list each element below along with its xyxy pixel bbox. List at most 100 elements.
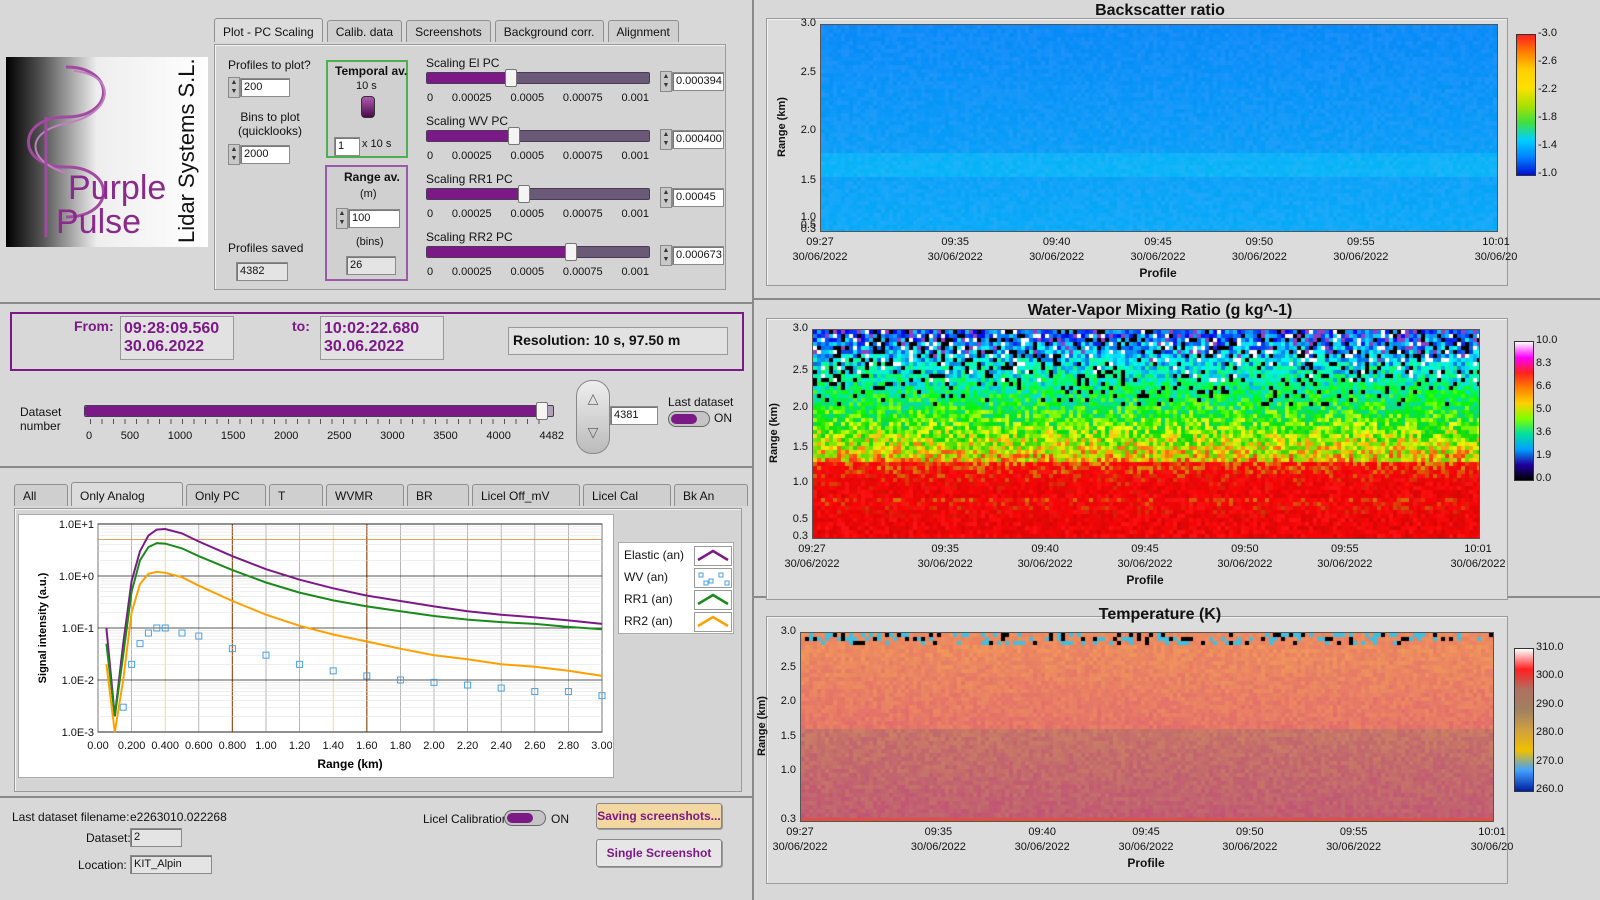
heatmap-y-tick-label: 1.5 [792,440,808,453]
scaling-slider-knob[interactable] [508,127,520,145]
heatmap-image [812,329,1480,539]
tab-only-analog[interactable]: Only Analog [71,482,183,506]
scaling-value-input[interactable]: 0.000673 [672,246,724,265]
tab-plot-pc-scaling[interactable]: Plot - PC Scaling [214,18,323,42]
logo-brand-line1: Purple [68,169,167,207]
x-tick-label: 0.600 [185,740,213,752]
profiles-to-plot-spinner[interactable]: ▲ ▼ [228,77,240,98]
temporal-av-count-input[interactable]: 1 [334,137,360,156]
heatmap-x-tick-time: 09:27 [798,543,826,555]
scaling-ticks: 0 0.00025 0.0005 0.00075 0.001 [427,92,649,104]
licel-calibration-label: Licel Calibration [423,812,509,826]
tab-screenshots[interactable]: Screenshots [406,20,491,42]
saving-screenshots-button[interactable]: Saving screenshots... [596,803,722,829]
scaling-spinner[interactable]: ▲ ▼ [660,71,672,92]
range-av-m-input[interactable]: 100 [348,209,400,228]
heatmap-x-tick-time: 09:50 [1231,543,1259,555]
series-line-0 [105,527,603,717]
scaling-value-input[interactable]: 0.00045 [672,188,724,207]
last-dataset-state: ON [714,411,732,425]
dataset-tick-label: 0 [86,430,93,442]
heatmap-x-tick-time: 09:45 [1144,236,1172,248]
heatmap-x-tick-date: 30/06/2022 [1333,251,1389,263]
tab-alignment[interactable]: Alignment [607,20,679,42]
dataset-number-input[interactable]: 4381 [610,406,658,425]
heatmap-colorbar-tick-label: -3.0 [1538,27,1557,39]
profiles-to-plot-label: Profiles to plot? [228,58,311,72]
heatmap-x-tick-date: 30/06/2022 [1118,841,1174,853]
dataset-tick-label: 1000 [167,430,193,442]
legend-label: WV (an) [624,570,669,584]
bins-to-plot-label: Bins to plot (quicklooks) [238,110,303,138]
wv-data-point [296,660,304,668]
wv-data-point [531,688,539,696]
heatmap-x-tick-date: 30/06/2022 [1130,251,1186,263]
scaling-slider-knob[interactable] [565,243,577,261]
tab-wvmr[interactable]: WVMR [326,484,404,506]
heatmap-x-tick-date: 30/06/2022 [772,841,828,853]
scaling-slider-knob[interactable] [518,185,530,203]
heatmap-image [800,632,1494,822]
y-tick-label: 1.0E-2 [62,675,94,687]
heatmap-title: Backscatter ratio [1095,2,1225,19]
temporal-av-knob-icon[interactable] [361,96,375,118]
scaling-value-input[interactable]: 0.000394 [672,72,724,91]
heatmap-x-tick-time: 09:40 [1028,826,1056,838]
scaling-spinner[interactable]: ▲ ▼ [660,245,672,266]
tab-bk-an[interactable]: Bk An [674,484,748,506]
location-value: KIT_Alpin [130,855,212,874]
heatmap-x-tick-time: 09:45 [1131,543,1159,555]
licel-calibration-toggle[interactable] [504,810,546,826]
tab-background-corr[interactable]: Background corr. [494,20,604,42]
scaling-slider-knob[interactable] [505,69,517,87]
tab-br[interactable]: BR [407,484,469,506]
heatmap-colorbar-tick-label: 0.0 [1536,472,1552,484]
heatmap-x-tick-time: 09:40 [1042,236,1071,248]
heatmap-x-axis-label: Profile [1139,266,1177,280]
scaling-spinner[interactable]: ▲ ▼ [660,129,672,150]
scaling-value-input[interactable]: 0.000400 [672,130,724,149]
x-axis-label: Range (km) [317,757,382,771]
scaling-label: Scaling RR2 PC [426,230,513,244]
heatmap-x-tick-date: 30/06/2022 [1450,558,1506,570]
heatmap-y-tick-label: 2.0 [792,401,808,414]
tab-only-pc[interactable]: Only PC [186,484,266,506]
last-dataset-label: Last dataset [668,395,734,409]
last-dataset-toggle[interactable] [668,411,710,427]
signal-chart: 0.00 0.200 0.400 0.600 0.800 1.00 1.20 1.40 1.60… [37,519,612,771]
bins-to-plot-input[interactable]: 2000 [240,145,290,164]
heatmap-y-tick-label: 1.5 [800,173,816,186]
single-screenshot-button[interactable]: Single Screenshot [596,839,722,867]
scaling-spinner[interactable]: ▲ ▼ [660,187,672,208]
tab-t[interactable]: T [269,484,323,506]
tab-licel-cal[interactable]: Licel Cal [583,484,671,506]
heatmap-x-tick-time: 10:01 [1464,543,1492,555]
heatmap-x-tick-date: 30/06/2022 [1014,841,1070,853]
heatmap-colorbar-tick-label: 10.0 [1536,334,1558,346]
dataset-slider-knob[interactable] [536,402,548,420]
location-label: Location: [78,858,127,872]
x-tick-label: 0.400 [151,740,179,752]
dataset-slider-minor-ticks [90,419,550,424]
range-av-m-spinner[interactable]: ▲ ▼ [336,208,348,229]
dataset-updown-button[interactable]: △ ▽ [576,380,610,454]
tab-licel-off[interactable]: Licel Off_mV [472,484,580,506]
heatmap-x-tick-time: 09:45 [1132,826,1160,838]
bins-to-plot-spinner[interactable]: ▲ ▼ [228,144,240,165]
scaling-tick-label: 0.0005 [510,92,545,104]
temporal-av-unit: x 10 s [362,138,392,150]
heatmap-x-tick-date: 30/06/2022 [1222,841,1278,853]
profiles-to-plot-input[interactable]: 200 [240,78,290,97]
x-tick-label: 1.80 [390,740,411,752]
config-tabs: Plot - PC Scaling Calib. data Screenshot… [214,18,679,42]
tab-calib-data[interactable]: Calib. data [326,20,403,42]
heatmap-image [820,24,1498,232]
divider [0,466,752,468]
heatmap-x-tick-date: 30/06/2022 [1117,558,1173,570]
y-tick-label: 1.0E+0 [59,571,94,583]
to-date: 30.06.2022 [324,338,405,355]
heatmap-x-tick-date: 30/06/2022 [792,251,848,263]
tab-all[interactable]: All [14,484,68,506]
wv-data-point [128,660,136,668]
heatmap-x-tick-time: 10:01 [1482,236,1510,248]
